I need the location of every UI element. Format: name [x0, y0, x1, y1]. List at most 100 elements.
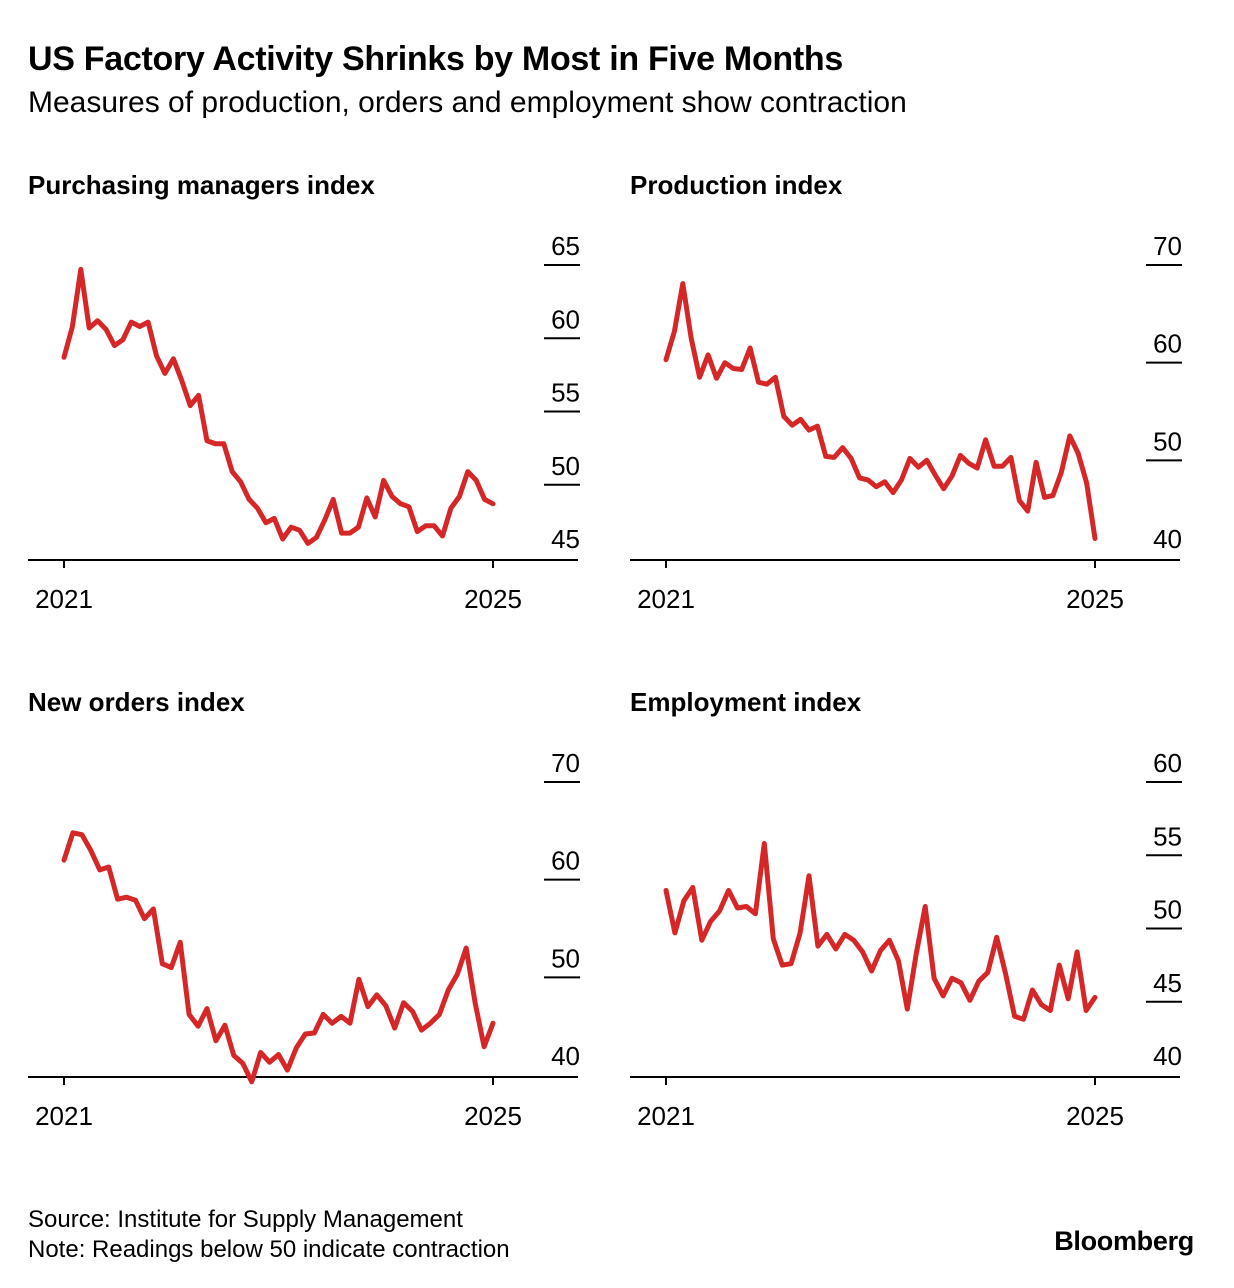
data-point: [321, 1012, 325, 1016]
data-point: [958, 453, 962, 457]
x-tick-label: 2025: [1066, 1101, 1124, 1131]
x-tick-label: 2021: [637, 584, 695, 614]
data-point: [466, 470, 470, 474]
y-tick-label: 65: [551, 231, 580, 261]
data-point: [264, 521, 268, 525]
data-point: [312, 1031, 316, 1035]
data-point: [1093, 537, 1097, 541]
data-point: [205, 439, 209, 443]
data-point: [852, 938, 856, 942]
data-point: [382, 478, 386, 482]
data-point: [1001, 464, 1005, 468]
y-tick-label: 40: [1153, 1041, 1182, 1071]
data-point: [169, 966, 173, 970]
data-point: [142, 917, 146, 921]
data-point: [298, 528, 302, 532]
data-point: [107, 865, 111, 869]
y-tick-label: 60: [551, 846, 580, 876]
x-tick-label: 2021: [35, 584, 93, 614]
line-chart: 40 50 60 70 2021 2025: [28, 748, 580, 1131]
data-point: [230, 470, 234, 474]
line-chart: 40 45 50 55 60 2021 2025: [630, 748, 1182, 1131]
data-point: [323, 518, 327, 522]
data-point: [424, 524, 428, 528]
data-point: [1026, 509, 1030, 513]
data-point: [113, 344, 117, 348]
data-point: [870, 969, 874, 973]
y-tick-label: 50: [1153, 895, 1182, 925]
line-chart: 45 50 55 60 65 2021 2025: [28, 231, 580, 614]
data-point: [1084, 1009, 1088, 1013]
data-point: [306, 541, 310, 545]
data-point: [923, 905, 927, 909]
data-point: [1068, 434, 1072, 438]
data-point: [896, 959, 900, 963]
data-point: [682, 899, 686, 903]
panel-title: Production index: [630, 170, 843, 200]
panel-employment-index: Employment index 40 45 50 55 60 2021 2025: [630, 687, 1190, 1157]
data-point: [771, 937, 775, 941]
data-point: [188, 404, 192, 408]
data-point: [163, 371, 167, 375]
data-point: [129, 320, 133, 324]
y-tick-label: 60: [551, 304, 580, 334]
data-point: [87, 326, 91, 330]
source-note: Source: Institute for Supply Management: [28, 1206, 463, 1233]
data-point: [223, 1023, 227, 1027]
series-line: [663, 841, 1098, 1022]
data-point: [402, 1001, 406, 1005]
line-chart: 40 50 60 70 2021 2025: [630, 231, 1182, 614]
data-point: [256, 506, 260, 510]
data-point: [824, 454, 828, 458]
data-point: [214, 1039, 218, 1043]
data-point: [715, 376, 719, 380]
data-point: [866, 478, 870, 482]
data-point: [196, 1024, 200, 1028]
data-point: [390, 495, 394, 499]
data-point: [861, 950, 865, 954]
data-point: [259, 1051, 263, 1055]
data-point: [89, 848, 93, 852]
data-point: [689, 336, 693, 340]
y-tick-label: 50: [551, 451, 580, 481]
data-point: [155, 354, 159, 358]
data-point: [986, 970, 990, 974]
data-point: [250, 1080, 254, 1084]
panel-title: Employment index: [630, 687, 862, 717]
data-point: [420, 1028, 424, 1032]
data-point: [984, 438, 988, 442]
data-point: [272, 516, 276, 520]
y-tick-label: 55: [1153, 821, 1182, 851]
data-point: [780, 963, 784, 967]
data-point: [491, 502, 495, 506]
y-tick-label: 70: [1153, 231, 1182, 261]
data-point: [723, 361, 727, 365]
data-point: [799, 417, 803, 421]
data-point: [340, 531, 344, 535]
y-tick-label: 70: [551, 748, 580, 778]
data-point: [432, 524, 436, 528]
data-point: [482, 1045, 486, 1049]
y-tick-label: 40: [551, 1041, 580, 1071]
data-point: [706, 353, 710, 357]
data-point: [399, 502, 403, 506]
y-tick-label: 45: [1153, 968, 1182, 998]
data-point: [744, 905, 748, 909]
data-point: [1093, 995, 1097, 999]
data-point: [691, 886, 695, 890]
data-point: [407, 505, 411, 509]
data-point: [1030, 988, 1034, 992]
data-point: [664, 888, 668, 892]
data-point: [975, 466, 979, 470]
data-point: [681, 282, 685, 286]
data-point: [1048, 1009, 1052, 1013]
y-tick-label: 50: [1153, 426, 1182, 456]
data-point: [366, 1005, 370, 1009]
chart-title: US Factory Activity Shrinks by Most in F…: [28, 40, 843, 78]
data-point: [1057, 963, 1061, 967]
x-tick-label: 2025: [464, 1101, 522, 1131]
series-line: [61, 830, 496, 1085]
data-point: [241, 1061, 245, 1065]
panel-purchasing-managers-index: Purchasing managers index 45 50 55 60 65 2021…: [28, 170, 588, 640]
data-point: [70, 325, 74, 329]
